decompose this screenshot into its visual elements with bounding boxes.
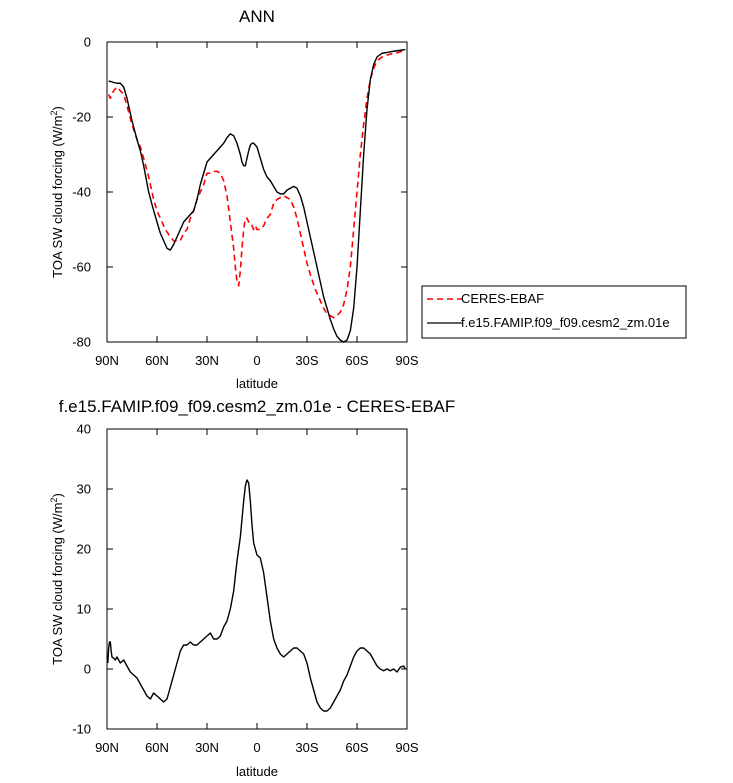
series-line-1	[108, 48, 406, 343]
y-tick-label: -40	[72, 185, 91, 200]
x-tick-label: 0	[253, 353, 260, 368]
top-panel-title: ANN	[239, 7, 275, 26]
y-tick-label: 20	[77, 542, 91, 557]
x-tick-label: 90S	[395, 353, 418, 368]
x-tick-label: 60S	[345, 740, 368, 755]
top-y-axis-label-sup: 2	[49, 111, 59, 116]
y-tick-label: 40	[77, 422, 91, 437]
y-tick-label: 30	[77, 482, 91, 497]
y-tick-label: -10	[72, 722, 91, 737]
bottom-y-axis-label-main: TOA SW cloud forcing (W/m	[50, 503, 65, 665]
x-tick-label: 90N	[95, 353, 119, 368]
bottom-panel-difference: f.e15.FAMIP.f09_f09.cesm2_zm.01e - CERES…	[49, 397, 455, 779]
x-tick-label: 60S	[345, 353, 368, 368]
top-y-axis-label: TOA SW cloud forcing (W/m2)	[49, 106, 65, 278]
y-tick-label: -60	[72, 260, 91, 275]
series-line-0	[107, 50, 406, 319]
top-panel-ann: ANN 0 -20 -40 -60 -80 90N 60N 30N 0 30S 60S 90S la…	[49, 7, 687, 391]
y-tick-label: 0	[84, 662, 91, 677]
top-x-axis: 90N 60N 30N 0 30S 60S 90S	[95, 42, 419, 368]
top-y-axis-label-main: TOA SW cloud forcing (W/m	[50, 116, 65, 278]
x-tick-label: 60N	[145, 740, 169, 755]
bottom-y-axis: 40 30 20 10 0 -10	[72, 422, 407, 737]
legend-label-ceres-ebaf: CERES-EBAF	[461, 291, 544, 306]
x-tick-label: 30N	[195, 353, 219, 368]
top-y-axis: 0 -20 -40 -60 -80	[72, 35, 407, 350]
bottom-y-axis-label-close: )	[50, 493, 65, 497]
x-tick-label: 30S	[295, 353, 318, 368]
top-series-group	[107, 48, 406, 343]
y-tick-label: 10	[77, 602, 91, 617]
top-plot-frame	[106, 41, 408, 343]
bottom-x-axis: 90N 60N 30N 0 30S 60S 90S	[95, 429, 419, 755]
top-legend: CERES-EBAF f.e15.FAMIP.f09_f09.cesm2_zm.…	[421, 285, 687, 339]
legend-label-model: f.e15.FAMIP.f09_f09.cesm2_zm.01e	[461, 315, 670, 330]
y-tick-label: -80	[72, 335, 91, 350]
bottom-plot-frame	[106, 428, 408, 730]
top-x-axis-label: latitude	[236, 376, 278, 391]
x-tick-label: 90N	[95, 740, 119, 755]
x-tick-label: 30S	[295, 740, 318, 755]
legend-box	[421, 285, 687, 339]
bottom-y-axis-label-sup: 2	[49, 498, 59, 503]
x-tick-label: 0	[253, 740, 260, 755]
bottom-y-axis-label: TOA SW cloud forcing (W/m2)	[49, 493, 65, 665]
x-tick-label: 60N	[145, 353, 169, 368]
x-tick-label: 90S	[395, 740, 418, 755]
series-line-0	[107, 479, 406, 712]
bottom-x-axis-label: latitude	[236, 764, 278, 779]
x-tick-label: 30N	[195, 740, 219, 755]
top-y-axis-label-close: )	[50, 106, 65, 110]
y-tick-label: -20	[72, 110, 91, 125]
bottom-series-group	[107, 479, 406, 712]
y-tick-label: 0	[84, 35, 91, 50]
bottom-panel-title: f.e15.FAMIP.f09_f09.cesm2_zm.01e - CERES…	[59, 397, 456, 416]
